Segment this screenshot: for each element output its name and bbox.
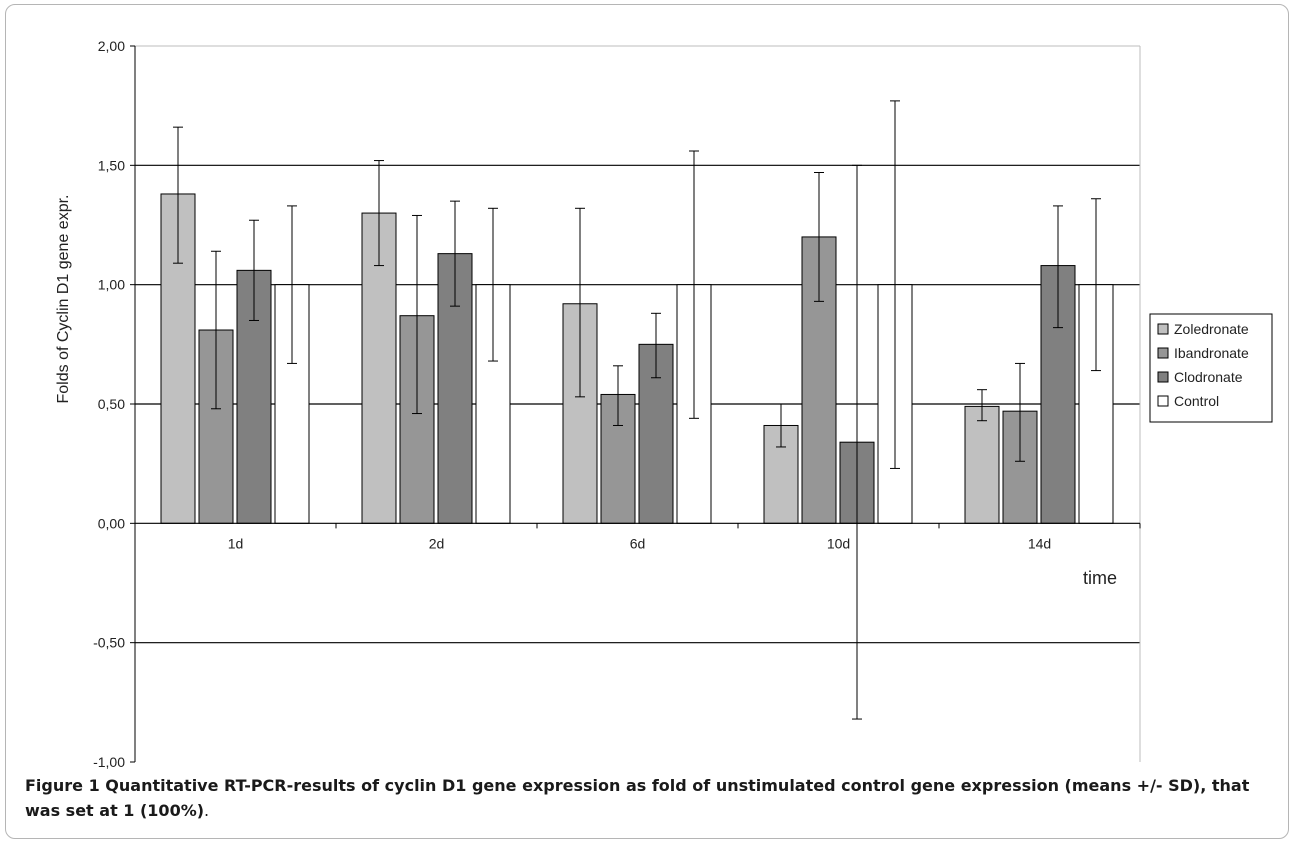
y-tick-label: 0,00 xyxy=(98,515,125,531)
y-tick-label: -1,00 xyxy=(93,754,125,770)
legend-label-zoledronate: Zoledronate xyxy=(1174,321,1249,337)
bar-zoledronate-14d xyxy=(965,406,999,523)
legend-label-clodronate: Clodronate xyxy=(1174,369,1243,385)
legend-label-ibandronate: Ibandronate xyxy=(1174,345,1249,361)
legend-label-control: Control xyxy=(1174,393,1219,409)
y-tick-label: -0,50 xyxy=(93,635,125,651)
y-tick-label: 1,50 xyxy=(98,157,125,173)
x-tick-label-10d: 10d xyxy=(827,535,850,551)
legend-swatch-control xyxy=(1158,396,1168,406)
y-tick-label: 2,00 xyxy=(98,38,125,54)
cyclin-d1-bar-chart: 2,00 1,50 1,00 0,50 0,00 -0,50 -1,00 1d 2d 6d 10d 1… xyxy=(0,0,1294,770)
x-tick-label-6d: 6d xyxy=(630,535,646,551)
figure-caption-label: Figure 1 xyxy=(25,776,100,795)
x-axis-title: time xyxy=(1083,568,1117,588)
x-tick-label-2d: 2d xyxy=(429,535,445,551)
legend-swatch-clodronate xyxy=(1158,372,1168,382)
x-tick-label-1d: 1d xyxy=(228,535,244,551)
figure-caption: Figure 1 Quantitative RT-PCR-results of … xyxy=(25,773,1275,823)
legend-swatch-zoledronate xyxy=(1158,324,1168,334)
legend-swatch-ibandronate xyxy=(1158,348,1168,358)
y-tick-label: 0,50 xyxy=(98,396,125,412)
y-axis-title: Folds of Cyclin D1 gene expr. xyxy=(55,195,72,404)
x-tick-label-14d: 14d xyxy=(1028,535,1051,551)
y-tick-label: 1,00 xyxy=(98,277,125,293)
figure-caption-end: . xyxy=(204,801,209,820)
